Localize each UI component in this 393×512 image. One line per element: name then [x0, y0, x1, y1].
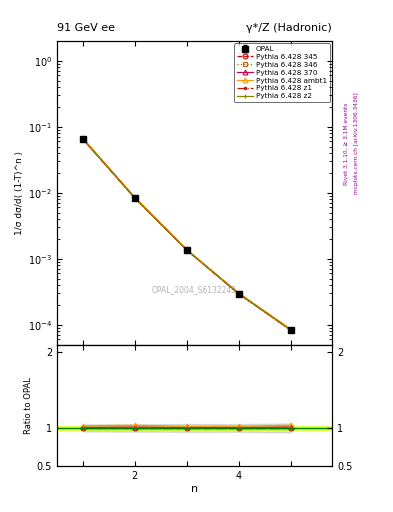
Text: mcplots.cern.ch [arXiv:1306.3436]: mcplots.cern.ch [arXiv:1306.3436]	[354, 93, 359, 194]
Line: Pythia 6.428 345: Pythia 6.428 345	[81, 137, 293, 332]
Line: Pythia 6.428 z1: Pythia 6.428 z1	[81, 137, 293, 332]
Pythia 6.428 z1	[288, 327, 293, 333]
Text: γ*/Z (Hadronic): γ*/Z (Hadronic)	[246, 23, 332, 33]
Text: 91 GeV ee: 91 GeV ee	[57, 23, 115, 33]
Pythia 6.428 345	[132, 195, 137, 201]
X-axis label: n: n	[191, 483, 198, 494]
Pythia 6.428 370	[236, 290, 241, 296]
Pythia 6.428 ambt1	[132, 194, 137, 200]
Pythia 6.428 z1	[184, 247, 189, 253]
Pythia 6.428 370	[184, 247, 189, 253]
Pythia 6.428 ambt1	[288, 326, 293, 332]
Pythia 6.428 346	[236, 291, 241, 297]
Pythia 6.428 345	[81, 136, 85, 142]
Line: Pythia 6.428 ambt1: Pythia 6.428 ambt1	[81, 136, 293, 331]
Text: Rivet 3.1.10, ≥ 3.1M events: Rivet 3.1.10, ≥ 3.1M events	[344, 102, 349, 184]
Pythia 6.428 z1	[236, 291, 241, 297]
Pythia 6.428 z2	[184, 247, 189, 253]
Pythia 6.428 z2	[132, 195, 137, 201]
Pythia 6.428 z2	[236, 291, 241, 297]
Pythia 6.428 346	[81, 136, 85, 142]
Pythia 6.428 346	[132, 195, 137, 201]
Legend: OPAL, Pythia 6.428 345, Pythia 6.428 346, Pythia 6.428 370, Pythia 6.428 ambt1, : OPAL, Pythia 6.428 345, Pythia 6.428 346…	[234, 43, 330, 102]
Pythia 6.428 ambt1	[184, 246, 189, 252]
Pythia 6.428 z1	[81, 136, 85, 142]
Y-axis label: Ratio to OPAL: Ratio to OPAL	[24, 377, 33, 434]
Text: OPAL_2004_S6132243: OPAL_2004_S6132243	[152, 285, 237, 294]
Pythia 6.428 370	[132, 195, 137, 201]
Line: Pythia 6.428 370: Pythia 6.428 370	[81, 137, 293, 332]
Pythia 6.428 345	[184, 247, 189, 253]
Pythia 6.428 ambt1	[236, 290, 241, 296]
Pythia 6.428 345	[288, 327, 293, 333]
Pythia 6.428 346	[184, 247, 189, 253]
Pythia 6.428 z2	[288, 327, 293, 333]
Pythia 6.428 ambt1	[81, 135, 85, 141]
Y-axis label: 1/σ dσ/d⟨ (1-T)^n ⟩: 1/σ dσ/d⟨ (1-T)^n ⟩	[15, 151, 24, 235]
Pythia 6.428 370	[81, 136, 85, 142]
Line: Pythia 6.428 z2: Pythia 6.428 z2	[81, 137, 293, 332]
Line: Pythia 6.428 346: Pythia 6.428 346	[81, 137, 293, 332]
Pythia 6.428 370	[288, 327, 293, 333]
Pythia 6.428 z1	[132, 195, 137, 201]
Pythia 6.428 346	[288, 327, 293, 333]
Pythia 6.428 345	[236, 291, 241, 297]
Pythia 6.428 z2	[81, 136, 85, 142]
